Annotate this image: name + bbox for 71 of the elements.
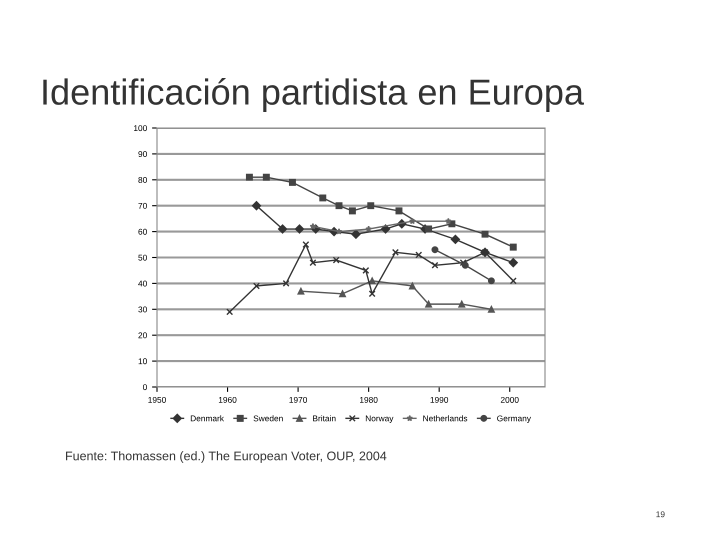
legend-label: Netherlands <box>423 415 468 422</box>
point <box>450 234 460 244</box>
point <box>408 282 416 290</box>
point <box>462 262 469 269</box>
y-tick-label: 100 <box>134 125 147 132</box>
point <box>294 224 304 234</box>
point <box>367 202 374 210</box>
point <box>458 300 466 308</box>
point <box>246 174 253 181</box>
y-tick-label: 70 <box>138 202 147 209</box>
point <box>282 280 290 287</box>
point <box>332 256 340 264</box>
point <box>348 207 356 214</box>
point <box>288 178 296 186</box>
legend-label: Denmark <box>190 415 224 422</box>
point <box>445 218 452 224</box>
point <box>339 290 346 298</box>
point <box>409 218 416 224</box>
point <box>392 248 399 256</box>
x-tick-label: 2000 <box>500 396 519 403</box>
point <box>368 277 376 284</box>
x-tick-label: 1970 <box>289 396 308 403</box>
point <box>252 282 260 290</box>
y-tick-label: 30 <box>138 306 147 312</box>
point <box>336 228 342 235</box>
point <box>425 300 432 308</box>
y-tick-label: 40 <box>138 280 147 286</box>
y-tick-label: 0 <box>142 384 147 390</box>
point <box>431 262 438 269</box>
y-tick-label: 90 <box>138 151 147 157</box>
point <box>362 266 370 274</box>
point <box>351 230 361 239</box>
y-tick-label: 20 <box>138 332 147 338</box>
point <box>482 230 489 238</box>
point <box>488 306 495 313</box>
source-note: Fuente: Thomassen (ed.) The European Voter, OUP, 2004 <box>66 451 386 463</box>
point <box>226 308 234 316</box>
point <box>425 226 432 232</box>
x-tick-label: 1980 <box>360 396 378 403</box>
y-tick-label: 60 <box>138 228 147 235</box>
point <box>431 246 438 254</box>
point <box>262 174 270 181</box>
legend-label: Sweden <box>254 415 283 422</box>
text: 19 <box>656 511 665 518</box>
point <box>396 207 402 214</box>
legend-label: Germany <box>497 415 531 423</box>
point <box>310 222 316 230</box>
chart-title: Identificación partidista en Europa <box>43 78 584 112</box>
y-tick-label: 80 <box>138 177 147 183</box>
x-tick-label: 1950 <box>148 396 166 403</box>
point <box>510 244 517 251</box>
point <box>460 259 467 266</box>
point <box>415 251 422 258</box>
point <box>319 194 326 202</box>
y-tick-label: 10 <box>138 358 147 364</box>
point <box>302 241 310 248</box>
point <box>368 290 376 298</box>
point <box>297 288 304 295</box>
y-tick-label: 50 <box>138 254 147 261</box>
legend-label: Britain <box>313 415 336 422</box>
legend-label: Norway <box>366 416 394 423</box>
point <box>510 277 517 284</box>
x-tick-label: 1990 <box>430 396 448 403</box>
point <box>488 277 495 284</box>
x-tick-label: 1960 <box>218 396 236 403</box>
point <box>252 201 262 210</box>
point <box>278 224 288 234</box>
point <box>365 226 372 232</box>
point <box>508 258 518 268</box>
point <box>336 202 342 210</box>
point <box>309 259 316 266</box>
